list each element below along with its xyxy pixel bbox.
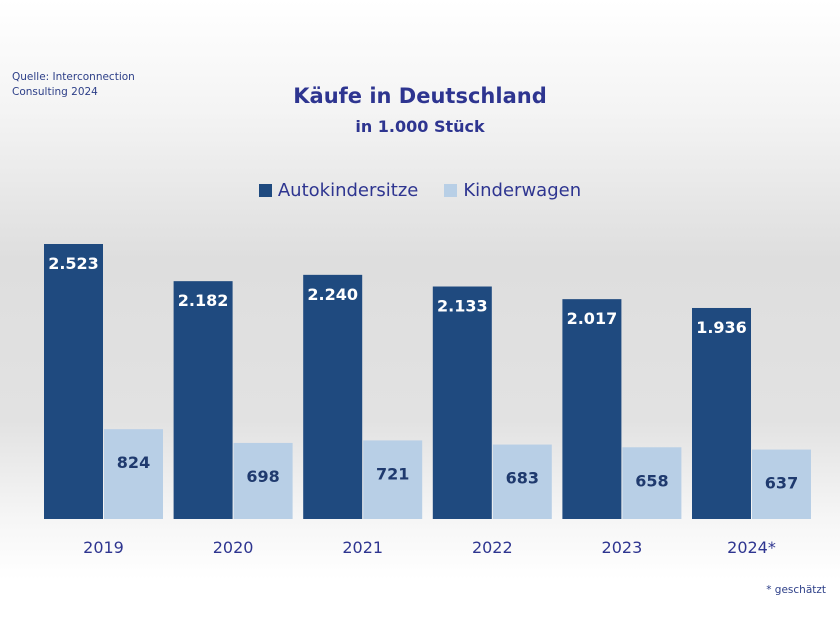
bar-kinderwagen-2021 xyxy=(363,440,423,519)
x-tick-label: 2023 xyxy=(602,538,643,557)
data-label: 824 xyxy=(117,453,150,472)
data-label: 698 xyxy=(246,467,279,486)
legend-swatch xyxy=(444,184,458,197)
bar-kinderwagen-2024* xyxy=(752,449,811,519)
data-label: 658 xyxy=(635,471,668,490)
data-label: 637 xyxy=(765,474,798,493)
legend-swatch xyxy=(258,184,272,197)
legend: Autokindersitze Kinderwagen xyxy=(0,180,840,201)
data-label: 683 xyxy=(506,469,539,488)
bar-autokindersitze-2021 xyxy=(303,274,363,519)
bar-kinderwagen-2020 xyxy=(233,442,293,519)
bar-autokindersitze-2022 xyxy=(432,286,492,519)
footnote: * geschätzt xyxy=(766,584,826,596)
source-note: Quelle: Interconnection Consulting 2024 xyxy=(12,71,135,98)
bar-kinderwagen-2023 xyxy=(622,447,682,519)
data-label: 2.133 xyxy=(437,297,488,316)
data-label: 2.182 xyxy=(178,291,229,310)
legend-item-autokindersitze: Autokindersitze xyxy=(258,180,419,201)
chart-subtitle: in 1.000 Stück xyxy=(355,117,485,136)
legend-label: Autokindersitze xyxy=(277,180,419,201)
bar-autokindersitze-2020 xyxy=(173,281,233,519)
data-label: 721 xyxy=(376,464,409,483)
bar-autokindersitze-2019 xyxy=(44,244,103,519)
bar-autokindersitze-2023 xyxy=(562,299,622,519)
legend-label: Kinderwagen xyxy=(463,180,582,201)
x-tick-label: 2021 xyxy=(342,538,383,557)
data-label: 2.240 xyxy=(307,285,358,304)
x-tick-label: 2020 xyxy=(213,538,254,557)
bar-kinderwagen-2019 xyxy=(104,429,163,519)
x-tick-label: 2019 xyxy=(83,538,124,557)
data-label: 2.523 xyxy=(48,254,99,273)
x-tick-label: 2022 xyxy=(472,538,513,557)
data-label: 1.936 xyxy=(696,318,747,337)
chart-title: Käufe in Deutschland xyxy=(293,84,547,108)
data-label: 2.017 xyxy=(567,309,618,328)
bar-autokindersitze-2024* xyxy=(692,307,751,519)
legend-item-kinderwagen: Kinderwagen xyxy=(444,180,581,201)
x-tick-label: 2024* xyxy=(727,538,776,557)
bar-kinderwagen-2022 xyxy=(492,444,552,519)
